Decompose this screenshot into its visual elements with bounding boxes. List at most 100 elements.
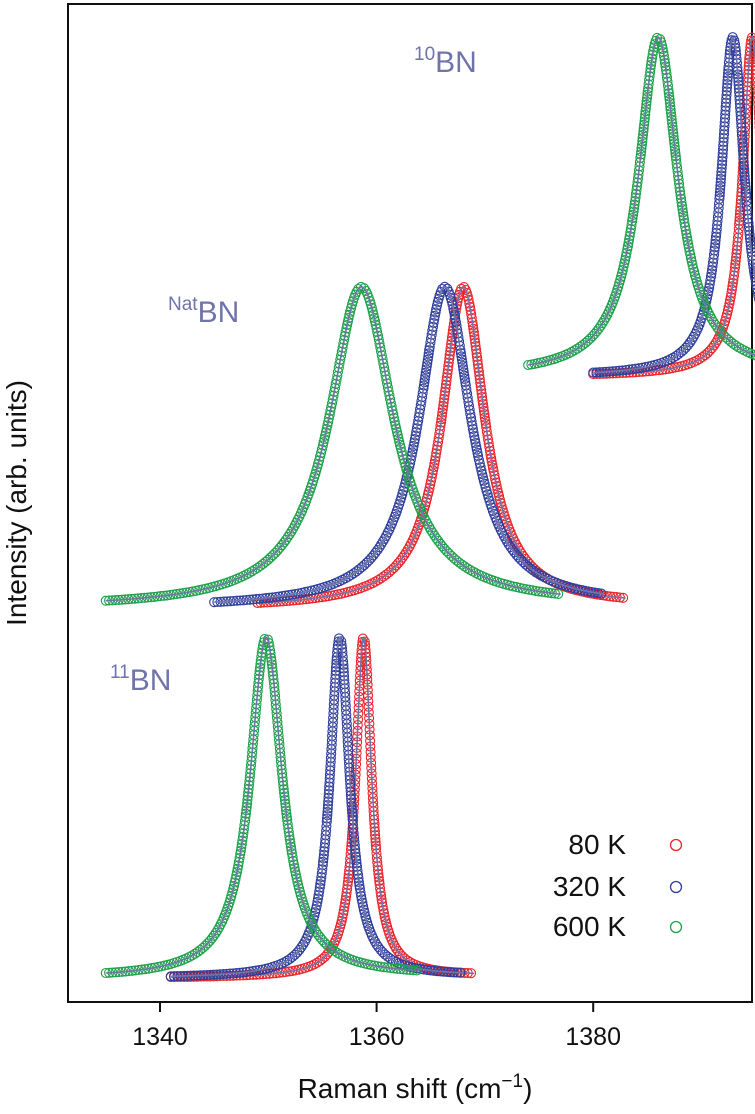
- data-point: [475, 462, 486, 473]
- data-point: [311, 927, 322, 938]
- data-point: [684, 337, 696, 348]
- data-point: [391, 943, 402, 954]
- data-point: [520, 584, 532, 595]
- data-point: [422, 518, 433, 529]
- data-point: [286, 526, 297, 537]
- fit-line-2-2: [105, 636, 420, 974]
- data-point: [184, 951, 195, 963]
- data-point: [372, 545, 383, 556]
- data-point: [382, 378, 393, 389]
- data-point: [229, 877, 240, 888]
- data-point: [309, 924, 320, 935]
- data-point: [252, 562, 263, 573]
- data-point: [725, 336, 736, 347]
- data-point: [458, 282, 470, 293]
- data-point: [705, 311, 716, 322]
- legend-label-320k: 320 K: [553, 871, 626, 902]
- data-point: [402, 544, 413, 555]
- data-point: [531, 567, 542, 578]
- data-point: [686, 334, 697, 345]
- data-point: [282, 532, 293, 543]
- panel-1: [100, 281, 629, 609]
- data-point: [326, 402, 337, 413]
- data-point: [489, 470, 500, 481]
- data-point: [463, 294, 474, 305]
- data-point: [376, 539, 387, 550]
- panel-label-11bn: 11BN: [110, 662, 171, 697]
- data-point: [336, 915, 347, 926]
- data-point: [425, 479, 436, 490]
- data-point: [456, 559, 467, 570]
- data-point: [708, 316, 719, 327]
- legend-label-600k: 600 K: [553, 911, 626, 942]
- data-point: [424, 521, 435, 533]
- data-point: [405, 454, 416, 465]
- data-point: [249, 564, 260, 575]
- data-point: [586, 586, 597, 598]
- data-point: [324, 942, 335, 953]
- data-point: [358, 901, 369, 912]
- data-point: [369, 316, 381, 327]
- data-point: [728, 338, 739, 349]
- data-point: [687, 259, 698, 270]
- data-point: [467, 566, 479, 577]
- plot-frame: [67, 3, 753, 1003]
- data-point: [390, 419, 401, 431]
- data-point: [721, 309, 733, 320]
- data-point: [343, 571, 354, 582]
- data-point: [419, 512, 430, 524]
- data-point: [407, 444, 419, 455]
- data-point: [375, 573, 387, 584]
- data-point: [459, 561, 470, 572]
- data-point: [710, 337, 721, 348]
- legend-label-80k: 80 K: [568, 829, 626, 860]
- data-point: [473, 450, 484, 462]
- data-point: [290, 869, 301, 880]
- data-point: [342, 319, 353, 331]
- data-point: [471, 441, 482, 452]
- data-point: [337, 342, 348, 353]
- data-point: [708, 340, 720, 351]
- fit-line-0-1: [593, 36, 755, 374]
- data-point: [375, 342, 386, 353]
- data-point: [753, 105, 755, 113]
- fit-line-1-1: [214, 285, 605, 603]
- data-point: [751, 69, 755, 79]
- data-point: [751, 280, 755, 290]
- data-point: [420, 515, 432, 527]
- data-point: [408, 440, 419, 451]
- data-point: [294, 944, 305, 955]
- data-point: [750, 272, 755, 283]
- data-point: [328, 390, 339, 401]
- data-point: [230, 873, 241, 885]
- legend-marker-320k: [669, 880, 683, 894]
- data-point: [733, 342, 744, 353]
- panel-label-natbn: NatBN: [168, 294, 239, 329]
- data-point: [282, 955, 293, 966]
- data-point: [320, 427, 331, 438]
- data-point: [425, 475, 437, 487]
- data-point: [493, 490, 505, 501]
- data-point: [348, 568, 359, 579]
- data-point: [374, 338, 385, 349]
- data-point: [387, 937, 399, 948]
- panel-label-10bn: 10BN: [414, 44, 477, 79]
- data-point: [421, 493, 433, 504]
- data-point: [500, 533, 511, 544]
- data-point: [210, 927, 221, 939]
- data-point: [324, 409, 335, 420]
- data-point: [569, 345, 580, 356]
- data-point: [208, 930, 219, 941]
- data-point: [327, 394, 338, 405]
- data-point: [335, 949, 346, 960]
- data-point: [341, 323, 352, 334]
- data-point: [465, 564, 476, 575]
- data-point: [383, 386, 394, 397]
- data-point: [357, 897, 368, 908]
- data-point: [386, 401, 397, 412]
- data-point: [429, 530, 440, 541]
- panel-0: [523, 32, 755, 380]
- data-point: [385, 394, 396, 405]
- data-point: [331, 374, 342, 385]
- panel-2: [100, 633, 477, 983]
